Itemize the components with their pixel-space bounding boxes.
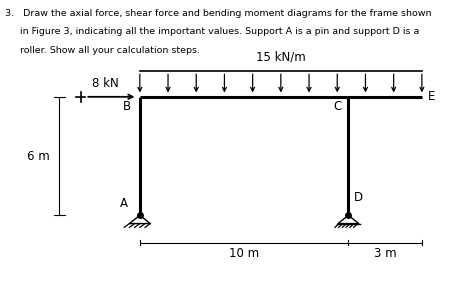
Text: B: B bbox=[123, 100, 131, 113]
Text: E: E bbox=[428, 90, 435, 103]
Text: D: D bbox=[354, 191, 363, 204]
Text: 3 m: 3 m bbox=[374, 247, 396, 260]
Text: C: C bbox=[333, 100, 341, 113]
Text: in Figure 3, indicating all the important values. Support A is a pin and support: in Figure 3, indicating all the importan… bbox=[5, 27, 419, 36]
Text: 6 m: 6 m bbox=[27, 150, 50, 162]
Text: A: A bbox=[120, 197, 128, 210]
Text: 15 kN/m: 15 kN/m bbox=[256, 51, 306, 64]
Text: 3.   Draw the axial force, shear force and bending moment diagrams for the frame: 3. Draw the axial force, shear force and… bbox=[5, 9, 431, 18]
Text: roller. Show all your calculation steps.: roller. Show all your calculation steps. bbox=[5, 46, 200, 55]
Text: 8 kN: 8 kN bbox=[92, 77, 119, 90]
Text: 10 m: 10 m bbox=[229, 247, 259, 260]
